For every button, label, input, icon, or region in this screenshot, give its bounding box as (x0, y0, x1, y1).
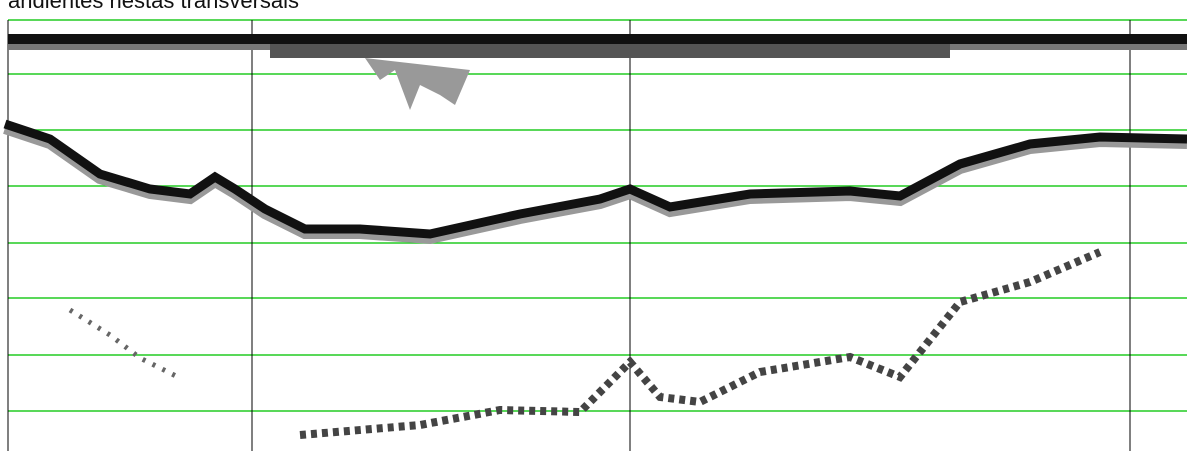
surface-noise (270, 44, 950, 58)
surface-noise (950, 44, 1187, 50)
caption: andientes nestas transversais (8, 0, 299, 14)
echogram (0, 0, 1187, 451)
surface-noise (8, 44, 270, 50)
plot-area (8, 22, 1187, 451)
echogram-screenshot: andientes nestas transversais (0, 0, 1187, 451)
